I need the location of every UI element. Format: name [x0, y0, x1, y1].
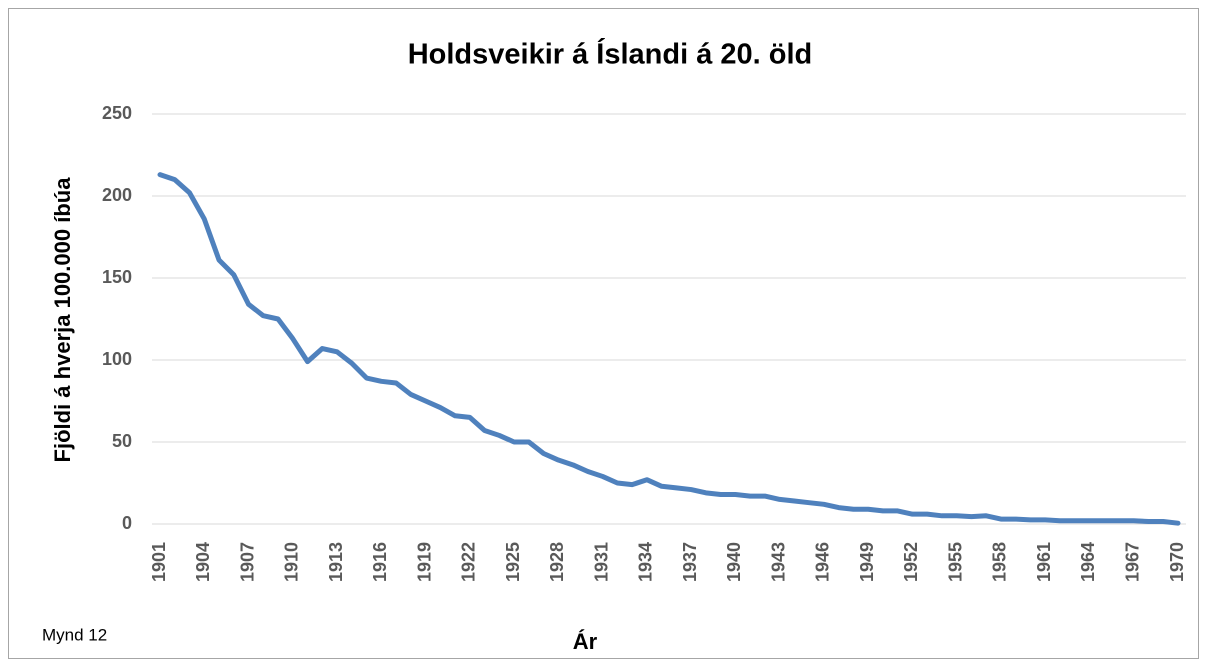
- y-tick-label: 50: [112, 431, 132, 451]
- x-tick-label: 1907: [237, 542, 257, 582]
- x-tick-label: 1901: [149, 542, 169, 582]
- data-line: [157, 172, 1181, 526]
- x-tick-label: 1958: [990, 542, 1010, 582]
- x-tick-label: 1910: [282, 542, 302, 582]
- chart-title: Holdsveikir á Íslandi á 20. öld: [408, 37, 813, 71]
- x-tick-label: 1928: [547, 542, 567, 582]
- chart-border: [8, 8, 1199, 659]
- x-tick-label: 1913: [326, 542, 346, 582]
- x-tick-label: 1940: [724, 542, 744, 582]
- x-tick-label: 1934: [636, 542, 656, 582]
- x-tick-label: 1946: [813, 542, 833, 582]
- x-tick-label: 1919: [414, 542, 434, 582]
- x-tick-label: 1961: [1034, 542, 1054, 582]
- y-axis-title: Fjöldi á hverja 100.000 íbúa: [50, 177, 75, 463]
- x-tick-label: 1943: [768, 542, 788, 582]
- y-tick-label: 0: [122, 513, 132, 533]
- x-tick-label: 1925: [503, 542, 523, 582]
- x-tick-label: 1970: [1167, 542, 1187, 582]
- x-axis-title: Ár: [573, 629, 598, 654]
- y-tick-label: 250: [102, 103, 132, 123]
- x-tick-label: 1955: [945, 542, 965, 582]
- y-tick-label: 200: [102, 185, 132, 205]
- x-tick-label: 1967: [1122, 542, 1142, 582]
- x-tick-label: 1922: [459, 542, 479, 582]
- y-tick-label: 100: [102, 349, 132, 369]
- x-tick-label: 1937: [680, 542, 700, 582]
- x-tick-label: 1904: [193, 542, 213, 582]
- annotation: Mynd 12: [42, 625, 107, 644]
- x-tick-label: 1931: [591, 542, 611, 582]
- x-tick-label: 1949: [857, 542, 877, 582]
- y-tick-label: 150: [102, 267, 132, 287]
- x-tick-label: 1916: [370, 542, 390, 582]
- x-tick-label: 1952: [901, 542, 921, 582]
- x-tick-label: 1964: [1078, 542, 1098, 582]
